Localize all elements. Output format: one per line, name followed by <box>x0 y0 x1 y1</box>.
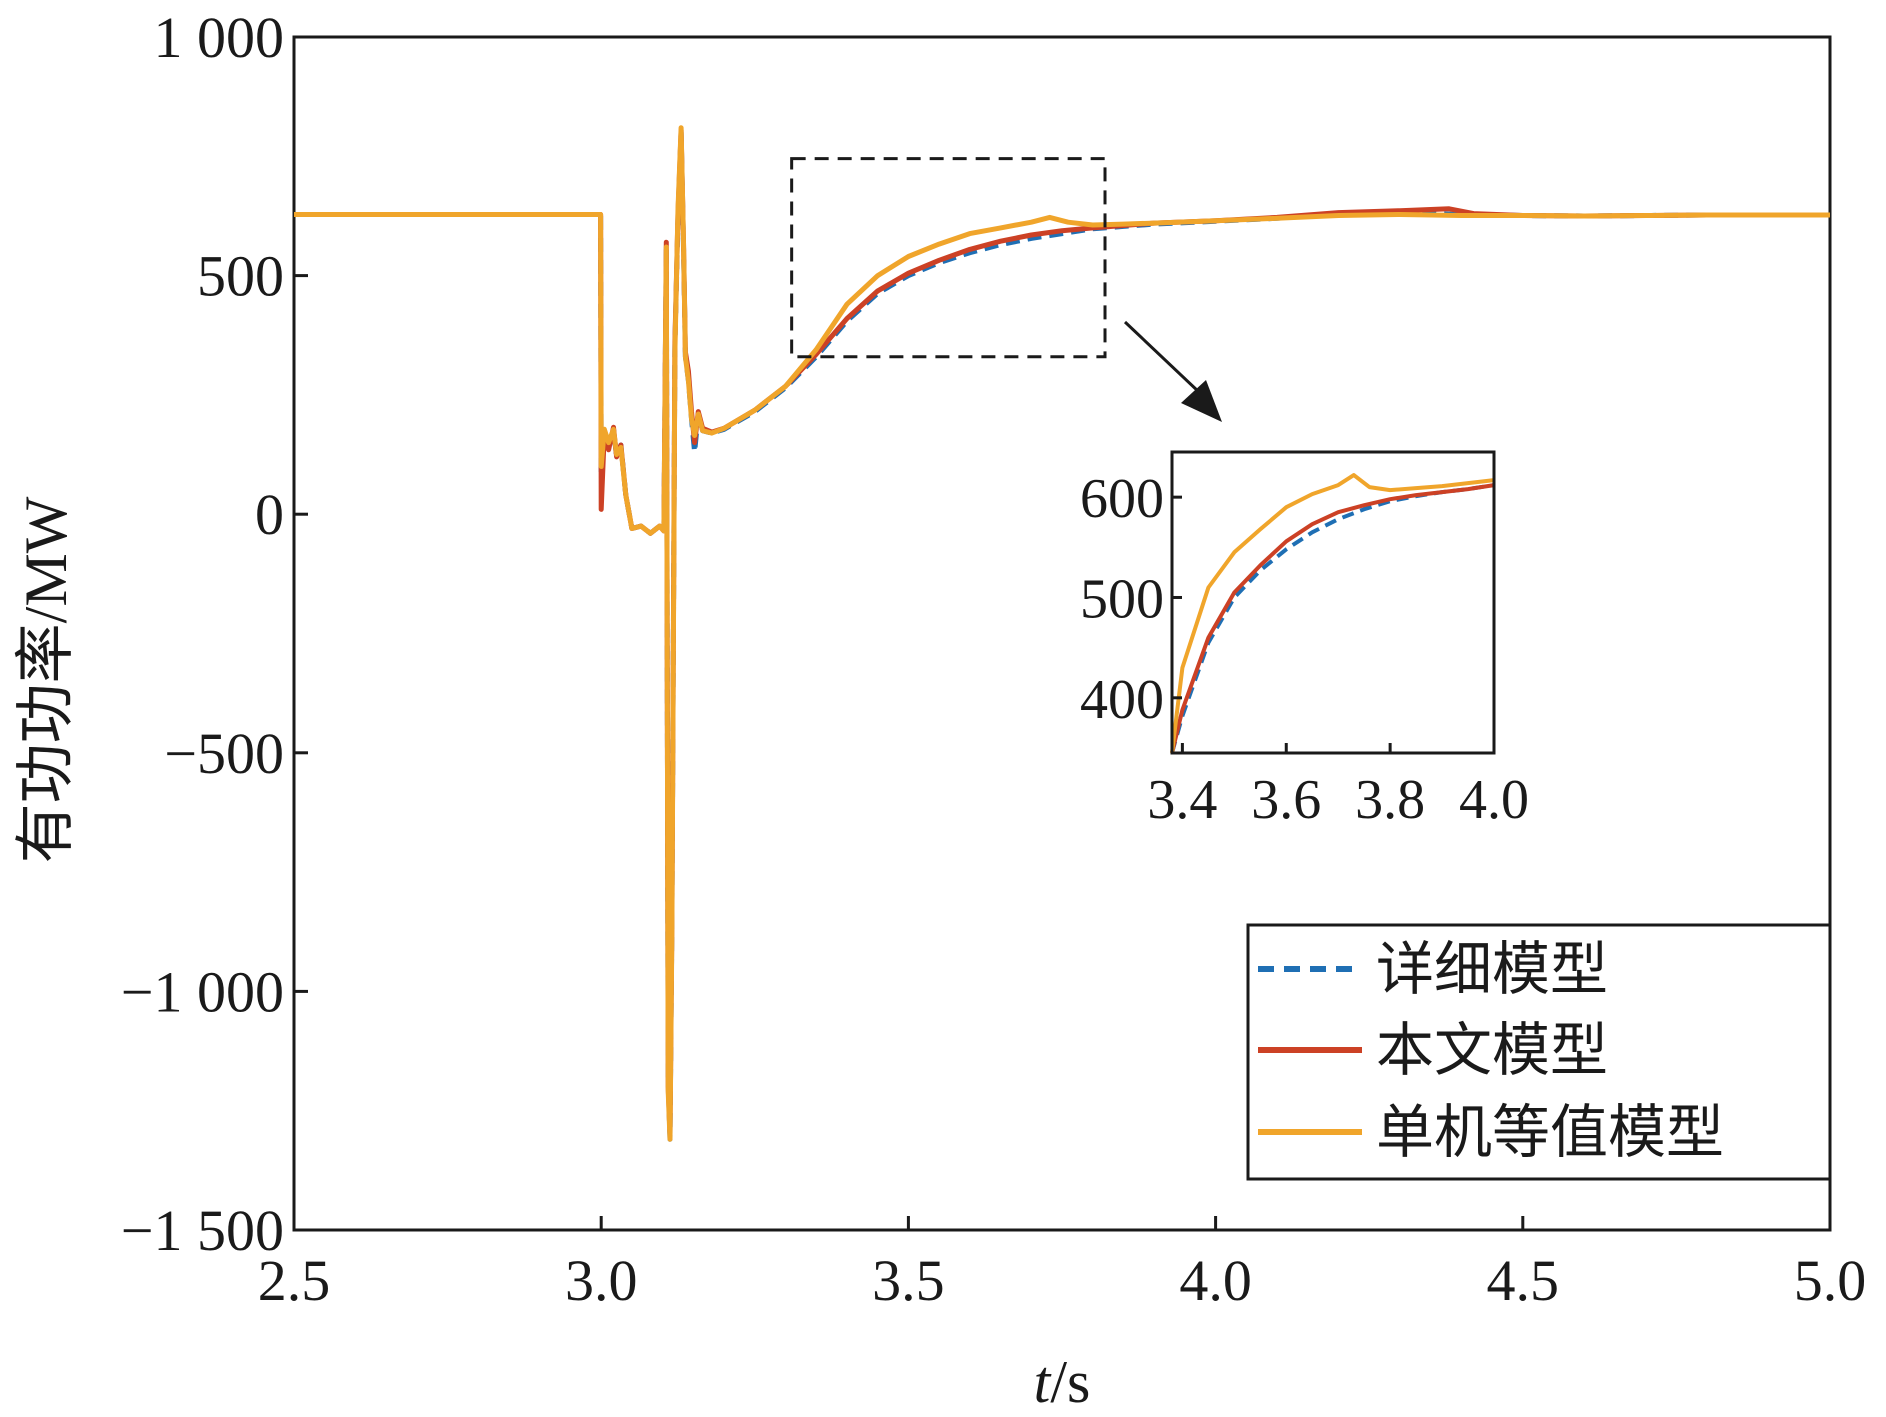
inset-series-group <box>1170 473 1495 754</box>
series-line-2 <box>294 125 1830 1142</box>
legend-label-proposed: 本文模型 <box>1376 1018 1608 1083</box>
zoom-arrow <box>1123 320 1222 422</box>
x-tick-label: 3.5 <box>872 1248 945 1313</box>
inset-x-tick-label: 3.6 <box>1251 769 1321 831</box>
x-tick-label: 2.5 <box>258 1248 331 1313</box>
inset-y-tick-label: 500 <box>1080 568 1164 630</box>
inset-x-tick-label: 3.4 <box>1147 769 1217 831</box>
y-axis-ticks: −1 500 −1 000 −500 0 500 1 000 <box>121 5 308 1263</box>
inset-series-line-2 <box>1170 473 1495 754</box>
x-tick-label: 5.0 <box>1794 1248 1867 1313</box>
y-tick-label: 1 000 <box>154 5 285 70</box>
inset-y-tick-label: 600 <box>1080 468 1164 530</box>
y-tick-label: −500 <box>164 721 284 786</box>
legend-label-detailed: 详细模型 <box>1376 937 1608 1002</box>
legend: 详细模型 本文模型 单机等值模型 <box>1246 923 1832 1181</box>
zoom-region-box <box>790 157 1107 359</box>
zoom-arrow-shaft <box>1123 320 1202 395</box>
inset-y-tick-label: 400 <box>1080 669 1164 731</box>
x-axis-title-variable: t <box>1034 1349 1052 1415</box>
y-tick-label: 0 <box>255 482 284 547</box>
inset-series-line-1 <box>1170 483 1495 754</box>
x-axis-ticks: 2.5 3.0 3.5 4.0 4.5 5.0 <box>258 1216 1867 1313</box>
inset-plot-area: 3.4 3.6 3.8 4.0 400 500 600 <box>1080 450 1529 831</box>
x-axis-title: t/s <box>1034 1349 1091 1415</box>
y-tick-label: 500 <box>197 244 284 309</box>
main-series-group <box>294 125 1830 1142</box>
main-plot-frame <box>292 35 1832 1232</box>
inset-y-axis-ticks: 400 500 600 <box>1080 468 1182 731</box>
x-axis-title-unit: /s <box>1050 1349 1090 1415</box>
x-tick-label: 4.0 <box>1179 1248 1252 1313</box>
x-tick-label: 3.0 <box>565 1248 638 1313</box>
x-tick-label: 4.5 <box>1487 1248 1560 1313</box>
zoom-arrow-head <box>1181 380 1222 422</box>
legend-label-single-machine: 单机等值模型 <box>1376 1100 1724 1165</box>
inset-x-axis-ticks: 3.4 3.6 3.8 4.0 <box>1147 743 1529 831</box>
inset-x-tick-label: 3.8 <box>1355 769 1425 831</box>
main-plot-area: 2.5 3.0 3.5 4.0 4.5 5.0 −1 500 −1 000 −500 0 500 1… <box>121 5 1866 1313</box>
y-tick-label: −1 500 <box>121 1198 284 1263</box>
y-axis-title: 有功功率/MW <box>13 496 79 863</box>
y-tick-label: −1 000 <box>121 959 284 1024</box>
inset-plot-frame <box>1170 450 1496 755</box>
inset-plot-background <box>1172 452 1494 753</box>
inset-x-tick-label: 4.0 <box>1459 769 1529 831</box>
